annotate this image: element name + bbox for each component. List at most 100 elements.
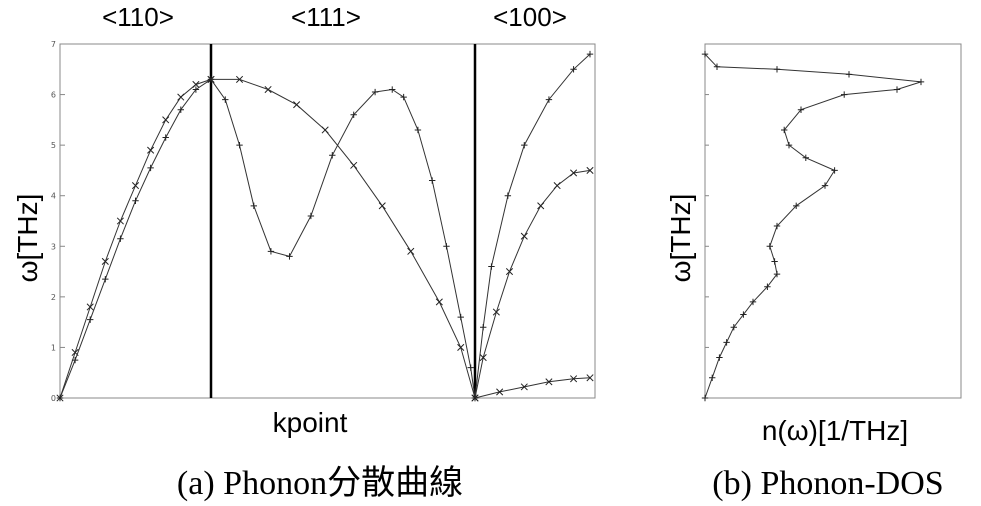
dispersion-data-point <box>537 202 545 210</box>
dispersion-data-point <box>267 248 275 255</box>
dispersion-data-point <box>321 126 329 134</box>
dispersion-data-point <box>520 383 528 391</box>
dispersion-data-point <box>192 86 200 93</box>
dos-plot-frame <box>704 43 962 399</box>
dispersion-data-point <box>467 364 474 371</box>
dos-data-point <box>713 63 721 70</box>
dos-data-point <box>740 311 747 318</box>
dispersion-x-axis-title: kpoint <box>273 407 348 438</box>
dispersion-data-point <box>371 88 379 96</box>
direction-label-100: <100> <box>493 2 567 32</box>
caption-a: (a) Phonon分散曲線 <box>177 464 463 502</box>
dispersion-y-tick-label: 7 <box>51 40 56 49</box>
dispersion-data-point <box>479 353 487 362</box>
caption-b: (b) Phonon-DOS <box>712 465 943 502</box>
dos-data-point <box>781 126 788 134</box>
dispersion-data-point <box>570 66 577 73</box>
dos-data-point <box>701 394 709 402</box>
dispersion-data-point <box>586 374 594 382</box>
dispersion-data-point <box>192 80 200 89</box>
dispersion-data-point <box>586 50 594 58</box>
dos-chart: n(ω)[1/THz] ω[THz] <box>665 43 962 446</box>
dispersion-data-point <box>117 235 124 242</box>
dos-data-point <box>701 50 709 58</box>
dos-data-point <box>893 86 901 93</box>
dispersion-data-point <box>435 298 443 306</box>
dispersion-data-point <box>457 313 464 321</box>
dispersion-chart: 0 1 2 3 4 5 6 7 <110> <111> <100> kpoint ω[THz] <box>12 2 596 438</box>
dos-data-point <box>766 243 773 250</box>
direction-label-111: <111> <box>291 2 361 32</box>
dispersion-data-point <box>177 93 185 101</box>
dispersion-data-point <box>131 182 140 190</box>
dispersion-data-point <box>350 111 357 118</box>
dispersion-series <box>56 50 594 402</box>
dos-data-point <box>821 182 829 189</box>
dispersion-data-point <box>457 343 465 351</box>
dispersion-y-tick-label: 0 <box>51 394 56 403</box>
dispersion-data-point <box>471 394 479 402</box>
dispersion-series-line <box>474 377 591 399</box>
dispersion-data-point <box>162 134 169 141</box>
dispersion-data-point <box>56 394 64 402</box>
dispersion-plot-frame <box>59 43 596 399</box>
dispersion-data-point <box>400 93 407 101</box>
dos-data-point <box>749 298 757 306</box>
dispersion-data-point <box>570 375 578 383</box>
dispersion-data-point <box>586 166 594 174</box>
dispersion-data-point <box>504 192 512 199</box>
dispersion-data-point <box>286 253 293 260</box>
dispersion-data-point <box>250 202 258 210</box>
dispersion-series-line <box>210 79 476 399</box>
dispersion-data-point <box>407 247 415 255</box>
dispersion-data-point <box>307 212 315 220</box>
dispersion-data-point <box>177 106 184 113</box>
dispersion-series-line <box>474 169 591 399</box>
dispersion-data-point <box>329 152 336 159</box>
dispersion-data-point <box>147 146 155 154</box>
dispersion-y-tick-label: 2 <box>51 293 56 302</box>
dispersion-y-tick-label: 1 <box>51 343 56 352</box>
dispersion-data-point <box>86 303 94 311</box>
dos-y-ticks <box>705 43 709 399</box>
dispersion-data-point <box>520 232 528 240</box>
dispersion-data-point <box>480 324 487 331</box>
dispersion-y-tick-label: 5 <box>51 141 56 150</box>
dos-series <box>701 50 925 402</box>
dos-data-point <box>773 270 781 278</box>
dos-data-point <box>773 222 781 230</box>
dos-data-point <box>917 78 925 86</box>
dispersion-data-point <box>222 96 229 103</box>
dispersion-data-point <box>101 257 109 266</box>
dispersion-data-point <box>132 197 139 204</box>
dispersion-data-point <box>545 378 553 386</box>
dos-data-point <box>797 106 805 113</box>
dispersion-y-tick-label: 3 <box>51 242 56 251</box>
dispersion-data-point <box>496 388 504 396</box>
dispersion-data-point <box>389 86 396 93</box>
dispersion-data-point <box>264 85 272 94</box>
dispersion-series-line <box>59 78 212 399</box>
dos-data-point <box>709 374 716 381</box>
dos-y-axis-title: ω[THz] <box>665 194 696 283</box>
dispersion-data-point <box>235 75 244 83</box>
dos-data-point <box>841 91 848 98</box>
dispersion-data-point <box>414 126 422 134</box>
dispersion-data-point <box>162 116 170 124</box>
dispersion-data-point <box>236 141 243 149</box>
dispersion-series-line <box>211 78 476 399</box>
dos-data-point <box>764 283 771 290</box>
dispersion-data-point <box>147 164 154 172</box>
dos-data-point <box>802 154 809 161</box>
dispersion-series-line <box>474 53 591 399</box>
dispersion-data-point <box>505 268 514 276</box>
dispersion-data-point <box>488 263 495 270</box>
dispersion-y-tick-label: 4 <box>51 192 56 201</box>
dispersion-y-ticks: 0 1 2 3 4 5 6 7 <box>51 40 65 403</box>
dispersion-data-point <box>71 356 79 364</box>
dos-data-point <box>831 167 838 174</box>
dispersion-data-point <box>293 101 301 109</box>
dispersion-data-point <box>521 141 528 149</box>
dos-data-point <box>773 66 781 73</box>
dos-data-point <box>716 354 723 361</box>
